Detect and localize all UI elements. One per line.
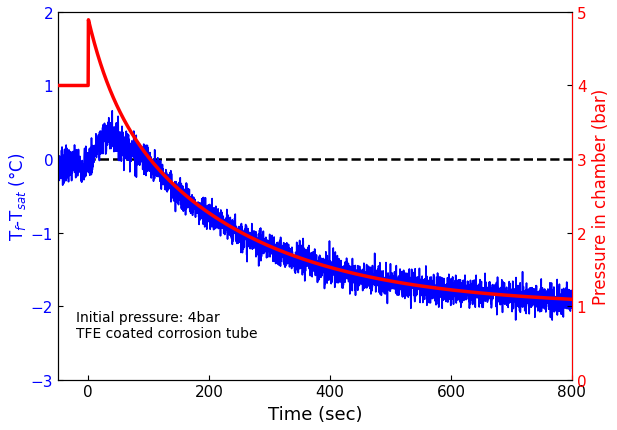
Y-axis label: Pressure in chamber (bar): Pressure in chamber (bar) — [592, 89, 610, 304]
X-axis label: Time (sec): Time (sec) — [268, 405, 362, 423]
Y-axis label: T$_f$-T$_{sat}$ (°C): T$_f$-T$_{sat}$ (°C) — [7, 152, 28, 240]
Text: Initial pressure: 4bar
TFE coated corrosion tube: Initial pressure: 4bar TFE coated corros… — [77, 310, 258, 340]
